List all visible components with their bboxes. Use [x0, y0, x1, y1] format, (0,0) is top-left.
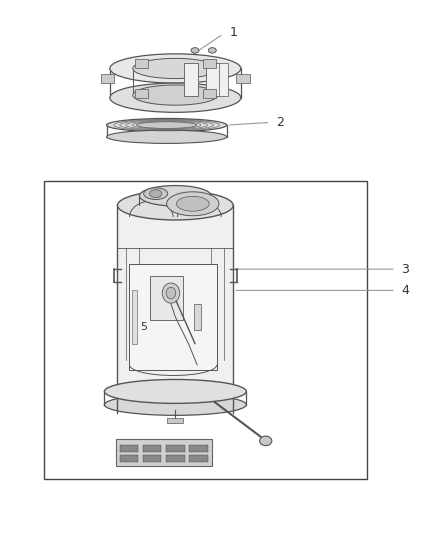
Ellipse shape: [166, 287, 176, 299]
Ellipse shape: [150, 190, 162, 198]
Ellipse shape: [137, 122, 197, 128]
Text: 3: 3: [401, 263, 409, 276]
Ellipse shape: [117, 191, 233, 220]
Bar: [184, 62, 198, 96]
Bar: [135, 60, 148, 68]
Ellipse shape: [110, 83, 241, 112]
Ellipse shape: [133, 85, 218, 105]
Bar: [143, 445, 161, 452]
Bar: [150, 276, 183, 320]
Ellipse shape: [139, 185, 211, 206]
Ellipse shape: [106, 118, 226, 132]
Bar: [117, 439, 212, 466]
Bar: [132, 290, 137, 344]
Bar: [203, 60, 216, 68]
Ellipse shape: [104, 394, 246, 415]
Polygon shape: [117, 205, 233, 413]
Bar: [135, 90, 148, 98]
Bar: [206, 62, 219, 96]
Bar: [166, 445, 184, 452]
Ellipse shape: [162, 283, 180, 303]
Bar: [184, 62, 198, 96]
Bar: [194, 304, 201, 330]
Bar: [143, 455, 161, 462]
Text: 5: 5: [141, 322, 148, 332]
Bar: [166, 455, 184, 462]
Bar: [44, 181, 367, 479]
Bar: [206, 62, 219, 96]
Ellipse shape: [208, 48, 216, 53]
Ellipse shape: [191, 48, 199, 53]
Bar: [237, 75, 250, 83]
Bar: [203, 90, 216, 98]
Text: 1: 1: [230, 26, 238, 39]
Ellipse shape: [166, 192, 219, 216]
Ellipse shape: [260, 436, 272, 446]
Text: 2: 2: [276, 116, 284, 129]
Bar: [215, 62, 228, 96]
Ellipse shape: [144, 188, 168, 199]
Ellipse shape: [104, 379, 246, 403]
Bar: [101, 75, 114, 83]
Text: 4: 4: [401, 284, 409, 297]
Bar: [130, 264, 217, 370]
Bar: [167, 418, 183, 423]
Ellipse shape: [110, 54, 241, 83]
Bar: [120, 445, 138, 452]
Ellipse shape: [177, 196, 209, 211]
Ellipse shape: [133, 59, 218, 78]
Ellipse shape: [191, 48, 199, 53]
Bar: [189, 455, 208, 462]
Bar: [120, 455, 138, 462]
Ellipse shape: [208, 48, 216, 53]
Bar: [189, 445, 208, 452]
Ellipse shape: [106, 130, 226, 143]
